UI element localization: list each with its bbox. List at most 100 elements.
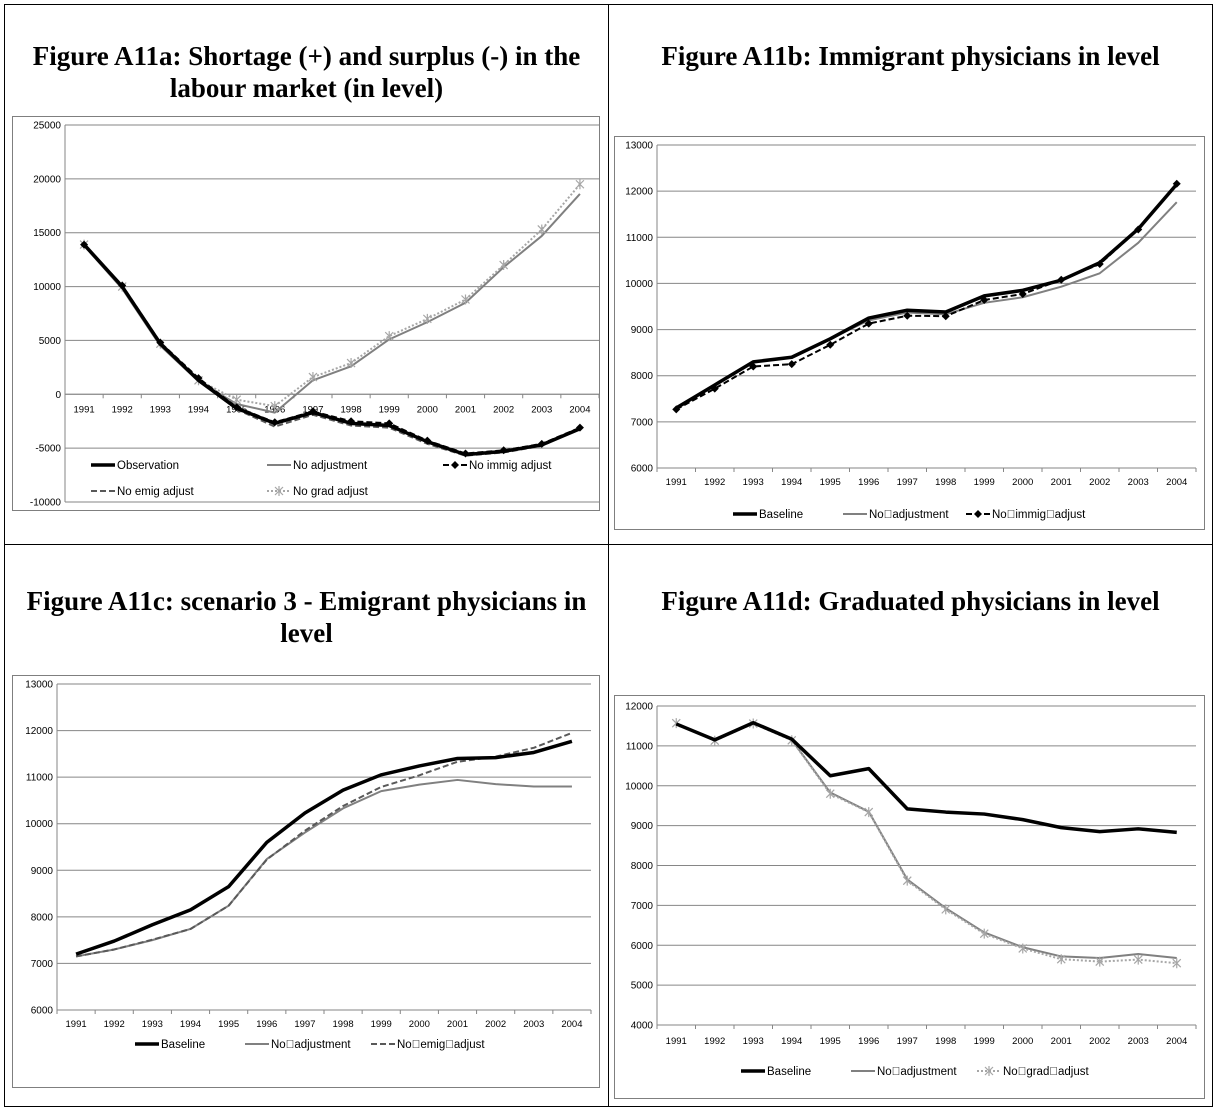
chart-a-ytick-label: 20000 [33, 174, 61, 185]
chart-b-data-point [1172, 179, 1181, 188]
chart-c-xtick-label: 1996 [256, 1019, 277, 1030]
chart-b-data-point [980, 296, 989, 305]
chart-d-series-0 [675, 720, 1177, 835]
chart-d-legend-label: Baseline [767, 1066, 811, 1078]
chart-b-legend-marker [974, 510, 982, 518]
chart-a-legend-item: No grad adjust [267, 486, 369, 498]
chart-d-ytick-label: 9000 [631, 821, 654, 832]
chart-b-ytick-label: 8000 [631, 371, 654, 382]
chart-d-data-point [1172, 958, 1182, 969]
chart-c-svg: 6000 7000 8000 9000 10000 11000 12000 13000 1991… [25, 680, 592, 1051]
chart-b-data-point [749, 362, 758, 371]
chart-a-legend-label: No immig adjust [469, 460, 552, 472]
chart-b-ytick-label: 10000 [625, 279, 653, 290]
chart-a-data-point [422, 313, 432, 324]
chart-d-series-line [675, 722, 1177, 965]
chart-d-xtick-label: 1993 [743, 1036, 764, 1047]
chart-b-ytick-label: 11000 [626, 233, 654, 244]
chart-a-xtick-label: 1993 [150, 404, 171, 415]
chart-c-ytick-label: 9000 [31, 866, 54, 877]
chart-d-xtick-label: 1991 [666, 1036, 687, 1047]
chart-b-data-point [1018, 290, 1027, 299]
chart-b-xtick-label: 1995 [820, 477, 841, 488]
chart-d-xtick-label: 1996 [858, 1036, 879, 1047]
chart-a-data-point [499, 260, 509, 271]
chart-d-ytick-label: 7000 [631, 901, 654, 912]
chart-b-data-point [864, 319, 873, 328]
chart-b-xtick-label: 1997 [897, 477, 918, 488]
chart-c-xtick-label: 2003 [523, 1019, 544, 1030]
chart-d-data-point [941, 904, 951, 915]
chart-a-data-point [537, 224, 547, 235]
panel-a-title: Figure A11a: Shortage (+) and surplus (-… [32, 41, 581, 103]
chart-a-legend-marker [274, 486, 284, 496]
chart-d-legend-marker [984, 1066, 994, 1076]
chart-a-xtick-label: 2002 [493, 404, 514, 415]
chart-c-xtick-label: 1994 [180, 1019, 201, 1030]
chart-b-legend-item: Baseline [733, 509, 803, 521]
chart-a-xtick-label: 1998 [341, 404, 362, 415]
chart-a-data-point [575, 179, 585, 190]
chart-c-ytick-label: 10000 [25, 819, 53, 830]
chart-d-ytick-label: 6000 [631, 941, 654, 952]
chart-a-legend-item: Observation [91, 460, 179, 472]
chart-d: 4000 5000 6000 7000 8000 9000 10000 11000 12000 1… [614, 695, 1205, 1099]
chart-c-legend-label: No adjustment [271, 1039, 351, 1051]
chart-c-series-0 [75, 739, 573, 956]
chart-c-ytick-label: 13000 [25, 680, 53, 691]
chart-d-xtick-label: 1997 [897, 1036, 918, 1047]
chart-d-xtick-label: 2003 [1128, 1036, 1149, 1047]
chart-d-ytick-label: 4000 [631, 1021, 654, 1032]
chart-a-data-point [308, 372, 318, 383]
chart-a-series-line [83, 244, 581, 457]
chart-d-xtick-label: 1992 [704, 1036, 725, 1047]
chart-a-legend-label: Observation [117, 460, 179, 472]
chart-c-series-1 [75, 778, 572, 958]
chart-a-ytick-label: 10000 [33, 282, 61, 293]
chart-a-xtick-label: 1991 [74, 404, 95, 415]
chart-b-series-line [675, 183, 1178, 411]
chart-c-ytick-label: 8000 [31, 912, 54, 923]
chart-a-data-point [461, 294, 470, 305]
chart-b-xtick-label: 2004 [1166, 477, 1187, 488]
chart-c-xtick-label: 2002 [485, 1019, 506, 1030]
chart-b-legend-label: Baseline [759, 509, 803, 521]
chart-a-xtick-label: 1999 [379, 404, 400, 415]
chart-b-data-point [941, 312, 950, 321]
chart-b-series-1 [675, 201, 1178, 408]
chart-a-xtick-label: 1992 [112, 404, 133, 415]
chart-d-legend-label: No grad adjust [1003, 1066, 1089, 1078]
panel-a-cell: Figure A11a: Shortage (+) and surplus (-… [4, 4, 609, 545]
chart-c: 6000 7000 8000 9000 10000 11000 12000 13000 1991… [12, 675, 600, 1088]
chart-a-xtick-label: 2000 [417, 404, 438, 415]
chart-a-ytick-label: 5000 [39, 336, 62, 347]
chart-c-legend-label: No emig adjust [397, 1039, 485, 1051]
chart-b-svg: 6000 7000 8000 9000 10000 11000 12000 13000 1991… [625, 141, 1197, 521]
chart-a-legend-item: No emig adjust [91, 486, 195, 498]
chart-d-xtick-label: 2000 [1012, 1036, 1033, 1047]
chart-a-series-line [82, 243, 581, 457]
chart-d-xtick-label: 2002 [1089, 1036, 1110, 1047]
chart-b-legend-item: No adjustment [843, 509, 949, 521]
chart-c-legend-item: No adjustment [245, 1039, 351, 1051]
chart-a-series-line [83, 183, 581, 408]
chart-c-legend-item: No emig adjust [371, 1039, 485, 1051]
chart-c-series-2 [75, 731, 573, 958]
chart-a-series-1 [83, 193, 581, 414]
chart-b-ytick-label: 6000 [631, 464, 654, 475]
chart-d-xtick-label: 2004 [1166, 1036, 1187, 1047]
chart-a-legend-item: No adjustment [267, 460, 368, 472]
chart-a-legend-marker [451, 461, 459, 469]
chart-a-legend-label: No emig adjust [117, 486, 195, 498]
chart-b-series-line [675, 201, 1178, 408]
chart-a-series-4 [79, 179, 585, 412]
chart-d-ytick-label: 10000 [625, 781, 653, 792]
chart-c-xtick-label: 1999 [371, 1019, 392, 1030]
chart-d-legend-label: No adjustment [877, 1066, 957, 1078]
chart-b-series-line [675, 183, 1179, 410]
chart-a-series-0 [82, 243, 581, 457]
chart-d-data-point [1095, 956, 1105, 967]
chart-b-xtick-label: 1991 [666, 477, 687, 488]
chart-a-ytick-label: -10000 [30, 498, 62, 509]
chart-c-xtick-label: 1991 [66, 1019, 87, 1030]
